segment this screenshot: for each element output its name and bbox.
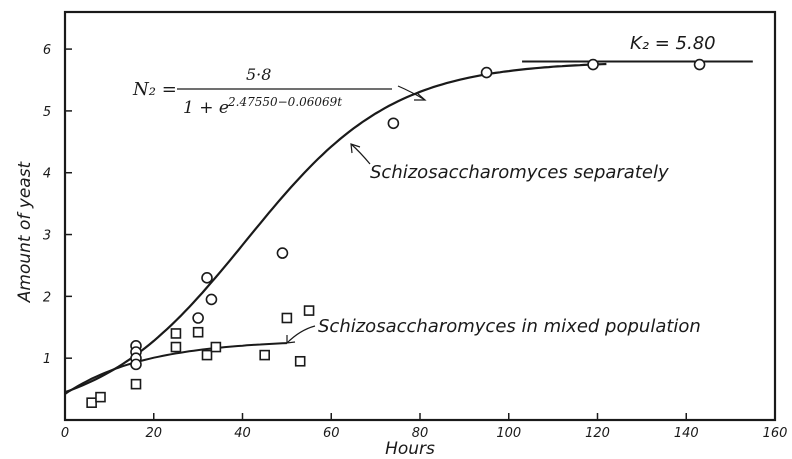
x-tick-label: 80: [412, 426, 429, 441]
arrow-mixed-to-curve: [286, 325, 316, 344]
label-mixed-population: Schizosaccharomyces in mixed population: [318, 316, 701, 337]
data-points: [86, 58, 706, 408]
data-point-square: [130, 378, 142, 390]
plot-frame: [63, 10, 777, 422]
y-axis-ticks: 1 2 3 4 5 6: [43, 43, 72, 367]
k-label: K₂ = 5.80: [630, 33, 716, 54]
equation-denominator: 1 + e: [183, 98, 229, 118]
label-separately: Schizosaccharomyces separately: [370, 162, 669, 183]
x-tick-label: 60: [323, 426, 340, 441]
x-tick-label: 160: [763, 426, 788, 441]
data-point-square: [259, 349, 270, 361]
data-point-circle: [587, 58, 599, 71]
data-point-square: [86, 397, 97, 408]
x-tick-label: 100: [496, 426, 521, 441]
arrowhead-separately: [350, 143, 361, 154]
arrow-equation-to-curve: [397, 85, 426, 101]
arrowhead-equation: [414, 92, 427, 101]
arrow-separately-to-curve: [350, 143, 371, 165]
y-tick-label: 3: [43, 229, 51, 244]
x-axis-ticks: 0 20 40 60 80 100 120 140 160: [61, 413, 788, 441]
data-point-square: [294, 355, 306, 367]
data-point-circle: [201, 272, 213, 284]
data-point-square: [210, 341, 222, 353]
data-point-circle: [693, 58, 706, 71]
x-tick-label: 140: [674, 426, 699, 441]
data-point-circle: [276, 247, 289, 259]
data-point-square: [170, 328, 182, 339]
x-tick-label: 20: [145, 426, 162, 441]
equation-numerator: 5·8: [246, 65, 271, 84]
x-tick-label: 120: [585, 426, 610, 441]
curve-mixed-population: [64, 342, 287, 395]
x-tick-label: 0: [61, 426, 69, 441]
y-tick-label: 4: [43, 167, 51, 182]
data-point-square: [192, 326, 204, 338]
equation-lhs: N₂ =: [132, 79, 177, 100]
x-axis-title: Hours: [385, 439, 435, 459]
data-point-square: [281, 312, 293, 324]
x-tick-label: 40: [234, 426, 251, 441]
curve-separately: [64, 62, 607, 394]
data-point-square: [95, 391, 106, 403]
data-point-square: [201, 349, 213, 361]
fitted-curves: [64, 60, 753, 395]
data-point-square: [303, 305, 315, 316]
y-tick-label: 2: [43, 290, 51, 305]
plot-border: [63, 10, 777, 422]
y-tick-label: 6: [43, 43, 51, 58]
data-point-circle: [130, 358, 142, 371]
data-point-circle: [192, 312, 204, 324]
data-point-circle: [205, 293, 218, 306]
data-point-circle: [387, 117, 400, 130]
y-tick-label: 1: [43, 352, 51, 367]
equation-exponent: 2.47550−0.06069t: [227, 95, 342, 109]
arrowhead-mixed: [286, 335, 296, 344]
y-axis-title: Amount of yeast: [15, 160, 35, 303]
data-point-circle: [480, 66, 493, 79]
data-point-square: [170, 341, 182, 353]
y-tick-label: 5: [43, 105, 51, 120]
